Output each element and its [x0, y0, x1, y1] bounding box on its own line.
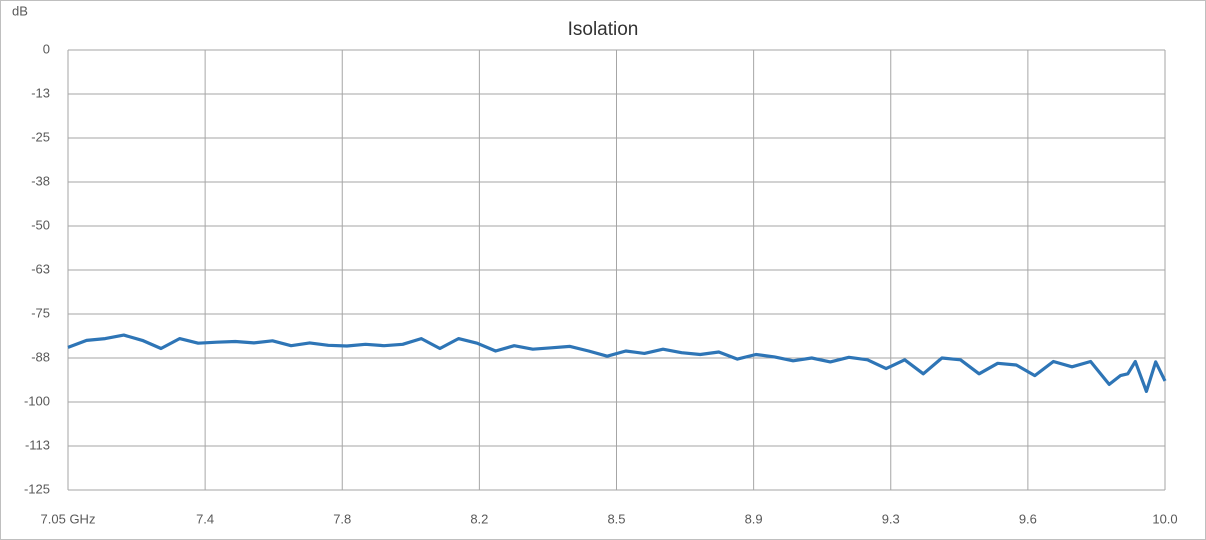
y-tick-label: -13	[31, 85, 50, 100]
y-tick-label: -50	[31, 217, 50, 232]
y-tick-label: -113	[25, 437, 50, 452]
y-tick-label: -25	[31, 129, 50, 144]
x-tick-label: 9.3	[882, 511, 900, 526]
x-tick-label: 8.2	[470, 511, 488, 526]
y-tick-label: -63	[31, 261, 50, 276]
y-axis-label: dB	[12, 3, 28, 18]
y-tick-label: -38	[31, 173, 50, 188]
x-tick-label: 9.6	[1019, 511, 1037, 526]
y-tick-label: -88	[31, 349, 50, 364]
x-tick-label: 8.9	[745, 511, 763, 526]
y-tick-label: -100	[24, 393, 50, 408]
y-tick-label: 0	[43, 41, 50, 56]
x-tick-label: 7.4	[196, 511, 214, 526]
y-tick-label: -125	[24, 481, 50, 496]
x-tick-label: 7.8	[333, 511, 351, 526]
x-tick-label: 8.5	[607, 511, 625, 526]
data-line	[67, 333, 1167, 393]
x-tick-label: 10.0	[1152, 511, 1177, 526]
x-tick-label: 7.05 GHz	[41, 511, 96, 526]
chart-title: Isolation	[568, 19, 639, 40]
y-tick-label: -75	[31, 305, 50, 320]
